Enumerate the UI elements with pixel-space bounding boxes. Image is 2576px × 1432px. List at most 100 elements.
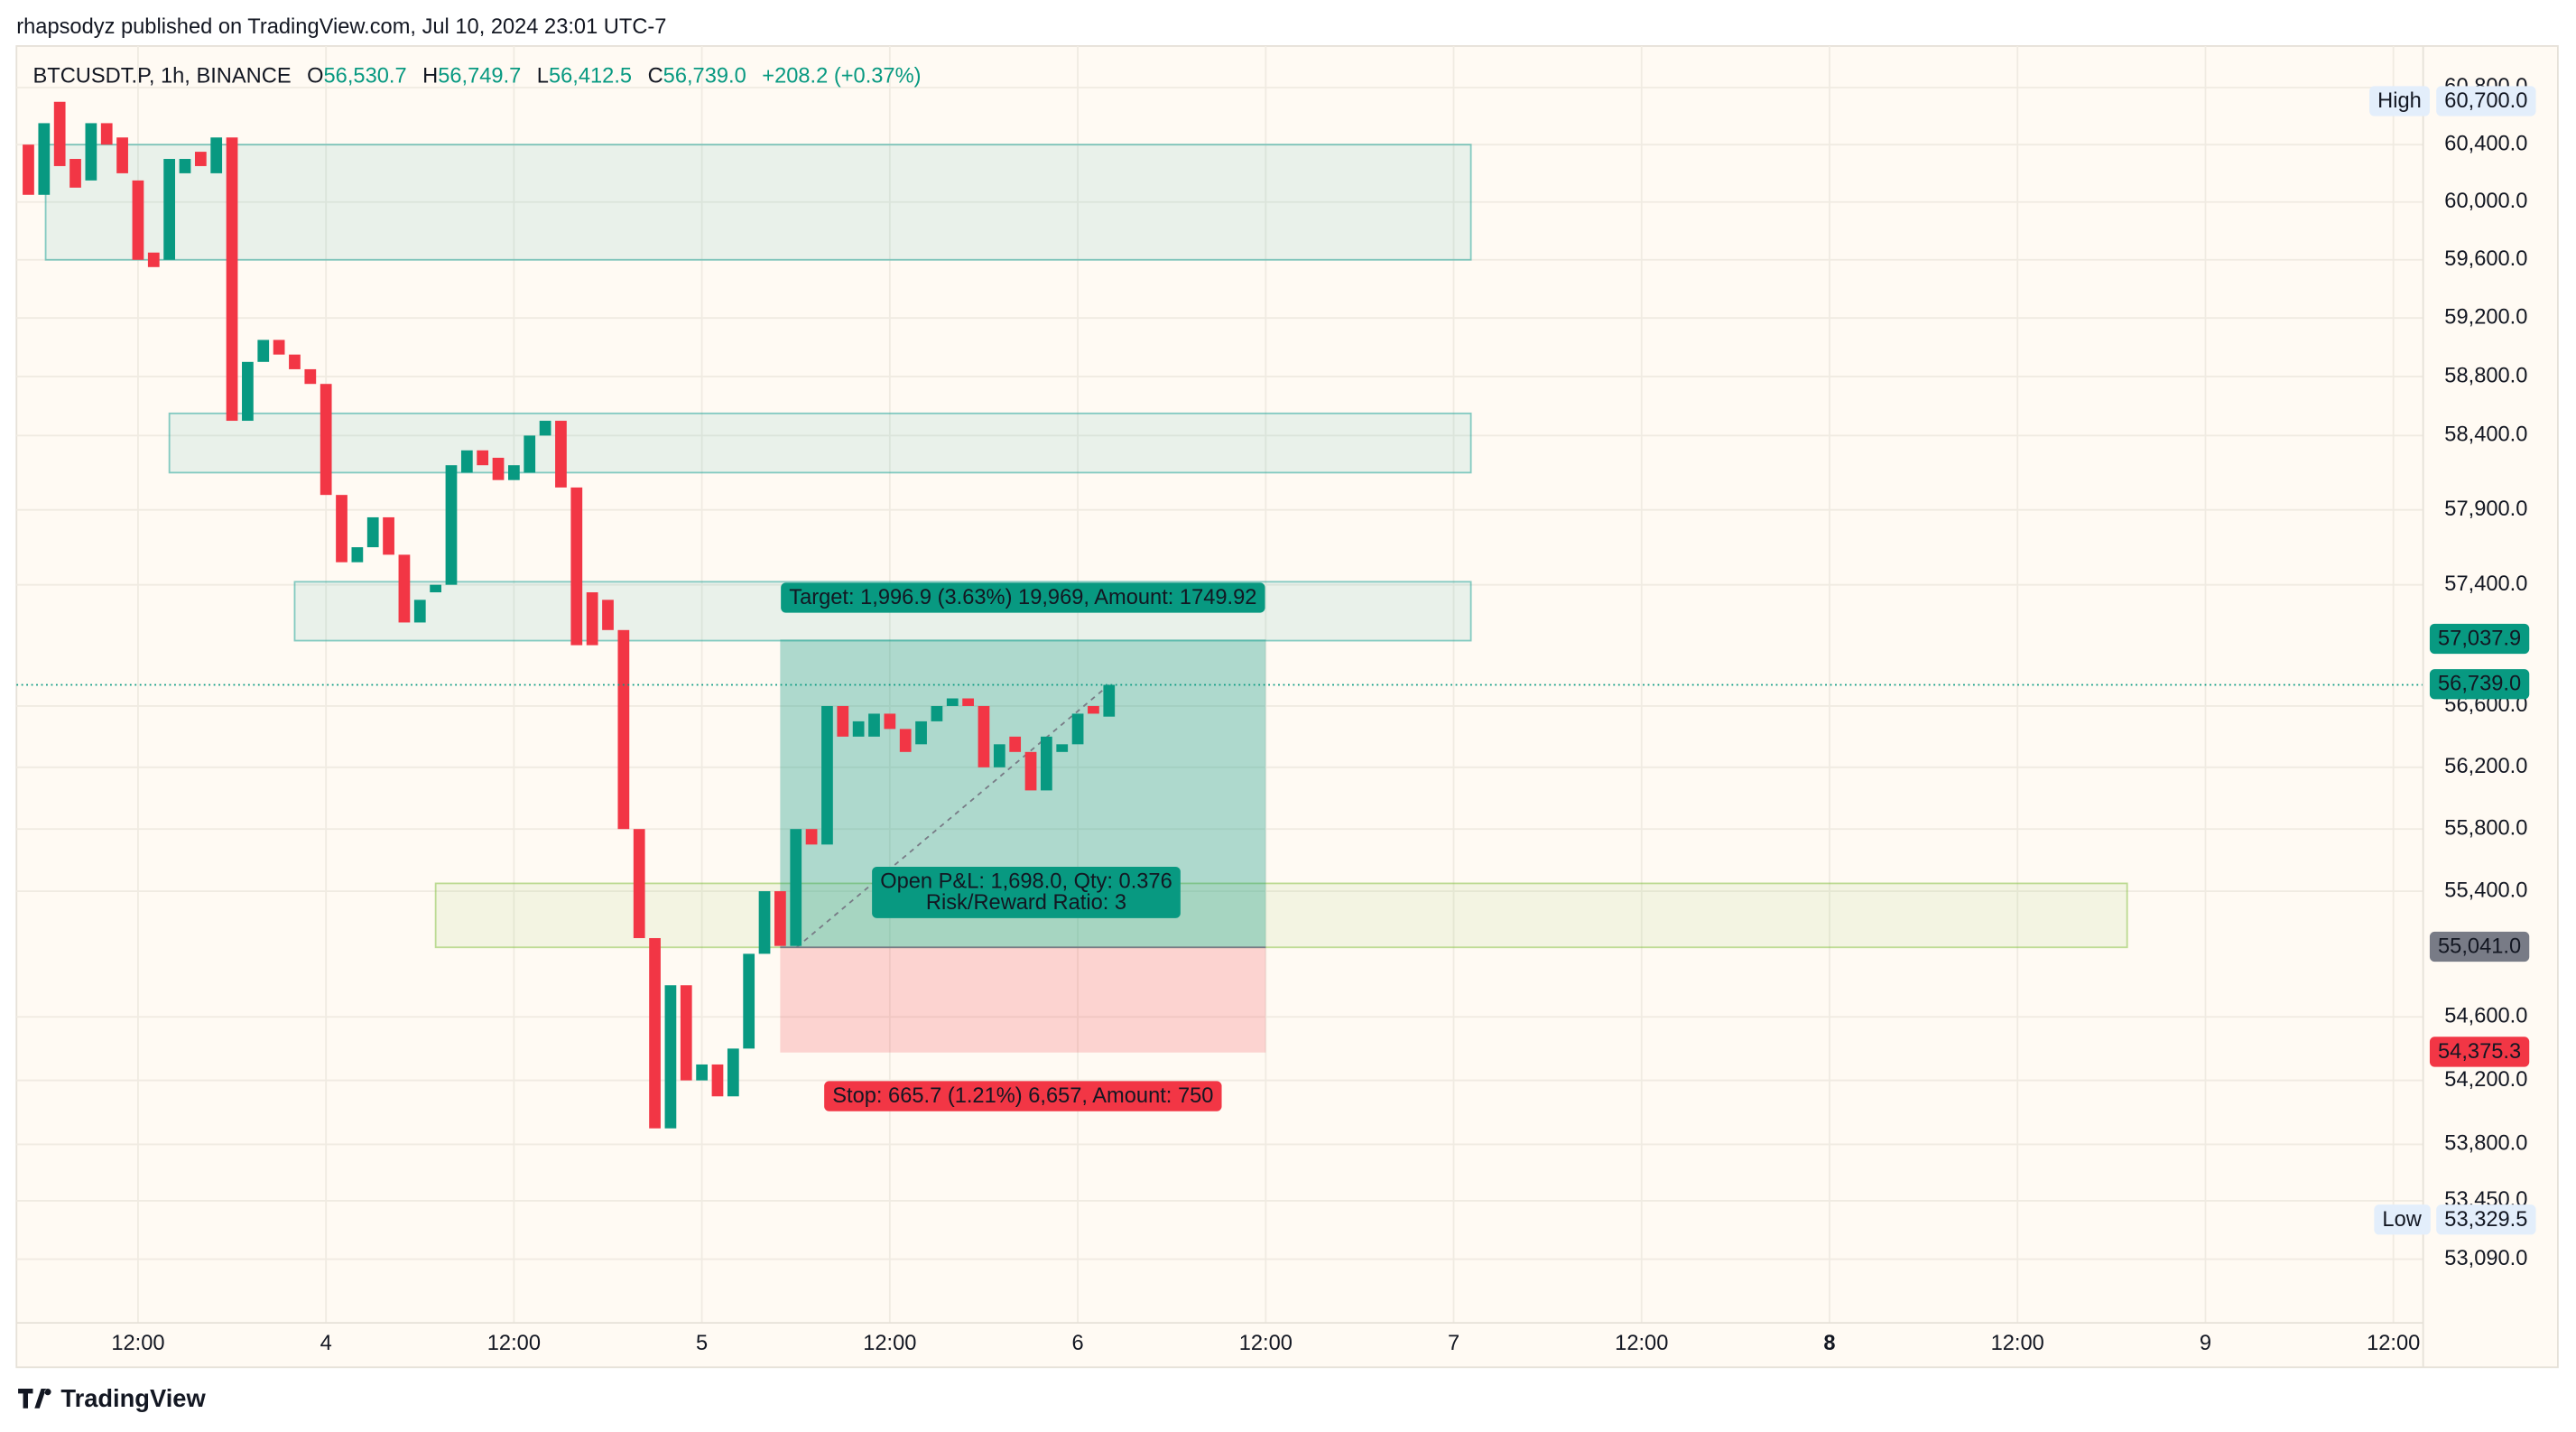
candle-body [304,368,317,385]
candle-body [617,629,630,830]
candle-body [69,159,81,188]
price-label-box [2429,623,2530,655]
y-tick-label: 58,800.0 [2444,364,2527,387]
candle-body [884,713,896,730]
y-tick-label: 60,400.0 [2444,132,2527,155]
candle-body [899,729,912,752]
candle-body [23,144,34,195]
low-name: Low [2374,1204,2431,1235]
candle-body [289,354,301,369]
x-tick-label: 7 [1448,1332,1459,1355]
ohlc-key: H [422,65,438,88]
candles [23,101,1116,1129]
x-tick-label: 12:00 [1239,1332,1293,1355]
candle-body [680,985,692,1081]
candle-body [320,384,332,496]
candle-body [837,705,849,737]
candle-body [460,450,473,473]
brand: TradingView [60,1384,206,1412]
candle-body [53,101,66,166]
ohlc-key: C [648,65,663,88]
zone [434,882,2128,949]
candle-body [586,592,598,646]
high-name-text: High [2377,89,2422,113]
candle-body [147,252,160,267]
candle-body [492,458,505,480]
candle-body [649,937,661,1129]
candle-body [805,829,818,845]
price-label: 54,375.3 [2429,1037,2530,1067]
candle-body [336,495,347,563]
candle-body [366,516,379,548]
low-label: 53,329.5 [2436,1204,2536,1235]
axes: 60,800.060,400.060,000.059,600.059,200.0… [111,75,2536,1355]
candle-body [132,180,144,260]
y-tick-label: 59,200.0 [2444,305,2527,329]
y-tick-label: 60,000.0 [2444,190,2527,213]
candle-body [38,123,51,195]
candle-body [351,547,364,563]
candle-body [179,159,191,173]
candle-body [1088,705,1099,714]
pnl-label-box [872,866,1181,918]
zone [44,144,1472,261]
candle-body [664,985,677,1129]
y-tick-label: 53,800.0 [2444,1132,2527,1156]
candle-body [273,339,285,355]
candle-body [790,829,802,946]
stop-label-box [824,1081,1222,1111]
candle-body [430,584,441,593]
high-label: 60,700.0 [2436,86,2536,116]
y-tick-label: 54,600.0 [2444,1004,2527,1028]
y-tick-label: 55,800.0 [2444,816,2527,840]
candle-body [194,152,207,166]
price-label-text: 57,037.9 [2438,627,2521,650]
overlay: Target: 1,996.9 (3.63%) 19,969, Amount: … [16,582,2423,1111]
pnl-label-text: Open P&L: 1,698.0, Qty: 0.376 [880,870,1172,894]
pnl-label: Open P&L: 1,698.0, Qty: 0.376Risk/Reward… [872,866,1181,918]
price-label-box [2429,931,2530,962]
candle-body [445,465,458,585]
symbol: BTCUSDT.P, 1h, BINANCE [32,65,291,88]
candle-body [1041,736,1052,791]
stop-label: Stop: 665.7 (1.21%) 6,657, Amount: 750 [824,1081,1222,1111]
ohlc-key: O [307,65,323,88]
ohlc-value: 56,412.5 [549,65,632,88]
low-label-box [2436,1204,2536,1235]
high-name: High [2369,86,2430,116]
candle-body [602,600,614,630]
price-label-text: 55,041.0 [2438,935,2521,958]
candle-body [978,705,990,767]
y-tick-label: 53,090.0 [2444,1247,2527,1270]
x-tick-label: 12:00 [1991,1332,2044,1355]
x-tick-label: 12:00 [2367,1332,2420,1355]
symbol-legend: BTCUSDT.P, 1h, BINANCE O56,530.7 H56,749… [32,65,921,88]
candle-body [727,1048,739,1097]
candle-body [1009,736,1022,752]
stop-zone [780,947,1266,1053]
target-label-box [781,582,1265,613]
x-tick-label: 12:00 [111,1332,164,1355]
candle-body [508,465,520,480]
last-price-label-text: 56,739.0 [2438,673,2521,696]
x-tick-label: 8 [1823,1332,1835,1355]
y-tick-label: 57,900.0 [2444,497,2527,521]
candle-body [398,554,411,623]
candle-body [226,137,238,422]
last-price-label-box [2429,669,2530,700]
candle-body [210,137,223,173]
y-tick-label: 58,400.0 [2444,423,2527,447]
low-name-box [2374,1204,2431,1235]
low-label-text: 53,329.5 [2444,1208,2527,1232]
y-tick-label: 57,400.0 [2444,572,2527,596]
y-tick-label: 59,600.0 [2444,247,2527,271]
candle-body [915,721,927,745]
brand-logo [18,1388,51,1409]
high-name-box [2369,86,2430,116]
candle-body [85,123,97,181]
candle-body [257,339,270,362]
price-label: 57,037.9 [2429,623,2530,655]
ohlc-value: 56,749.7 [438,65,521,88]
candle-body [1024,751,1037,791]
candle-body [163,159,176,260]
